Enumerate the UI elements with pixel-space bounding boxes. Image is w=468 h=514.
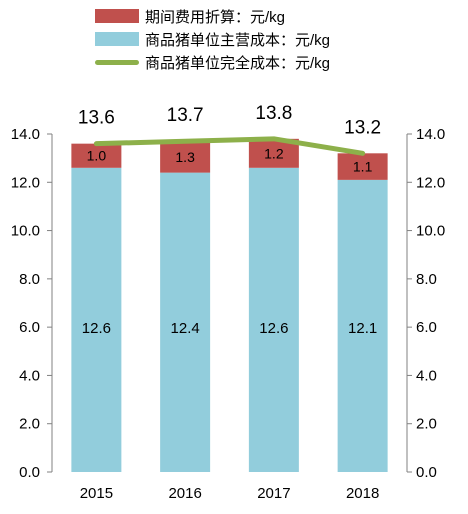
data-label-expense: 1.1 [353,159,373,175]
y-tick-label-right: 8.0 [416,271,437,288]
x-tick-label: 2015 [80,485,113,502]
data-label-operating-cost: 12.6 [82,320,111,337]
legend-swatch-operating-cost [95,32,139,46]
data-label-operating-cost: 12.4 [171,320,200,337]
y-tick-label-right: 0.0 [416,464,437,481]
legend-label-expense: 期间费用折算：元/kg [145,8,286,26]
legend-label-operating-cost: 商品猪单位主营成本：元/kg [145,31,331,49]
data-label-full-cost: 13.2 [344,117,381,138]
y-tick-label-left: 6.0 [19,319,40,336]
y-tick-label-right: 6.0 [416,319,437,336]
bar-expense [337,153,388,180]
x-tick-label: 2018 [346,485,379,502]
y-tick-label-right: 4.0 [416,367,437,384]
line-full-cost [93,136,366,156]
data-label-operating-cost: 12.1 [348,320,377,337]
data-label-operating-cost: 12.6 [259,320,288,337]
y-tick-label-left: 8.0 [19,271,40,288]
bar-operating-cost [160,172,211,472]
bar-expense [71,143,122,168]
legend-label-full-cost: 商品猪单位完全成本：元/kg [145,54,331,72]
legend-swatch-full-cost [95,59,139,65]
data-label-full-cost: 13.6 [78,108,115,129]
y-tick-label-right: 2.0 [416,416,437,433]
y-tick-label-left: 12.0 [11,174,40,191]
y-tick-label-right: 14.0 [416,126,445,143]
y-tick-label-left: 0.0 [19,464,40,481]
legend-item-operating-cost: 商品猪单位主营成本：元/kg [95,29,330,49]
data-label-expense: 1.3 [175,149,195,165]
x-tick-label: 2016 [168,485,201,502]
bar-operating-cost [248,167,299,473]
y-tick-label-right: 10.0 [416,223,445,240]
y-tick-label-left: 14.0 [11,126,40,143]
y-tick-label-left: 2.0 [19,416,40,433]
data-label-full-cost: 13.8 [255,103,292,124]
data-label-full-cost: 13.7 [167,105,204,126]
x-tick-label: 2017 [257,485,290,502]
y-tick-label-right: 12.0 [416,174,445,191]
bar-operating-cost [337,179,388,472]
data-label-expense: 1.0 [87,148,107,164]
legend-item-full-cost: 商品猪单位完全成本：元/kg [95,52,330,72]
legend-item-expense: 期间费用折算：元/kg [95,6,330,26]
bar-operating-cost [71,167,122,473]
data-label-expense: 1.2 [264,145,284,161]
chart-legend: 期间费用折算：元/kg 商品猪单位主营成本：元/kg 商品猪单位完全成本：元/k… [95,6,330,75]
y-tick-label-left: 10.0 [11,223,40,240]
bar-expense [160,141,211,173]
y-tick-label-left: 4.0 [19,367,40,384]
legend-swatch-expense [95,9,139,23]
